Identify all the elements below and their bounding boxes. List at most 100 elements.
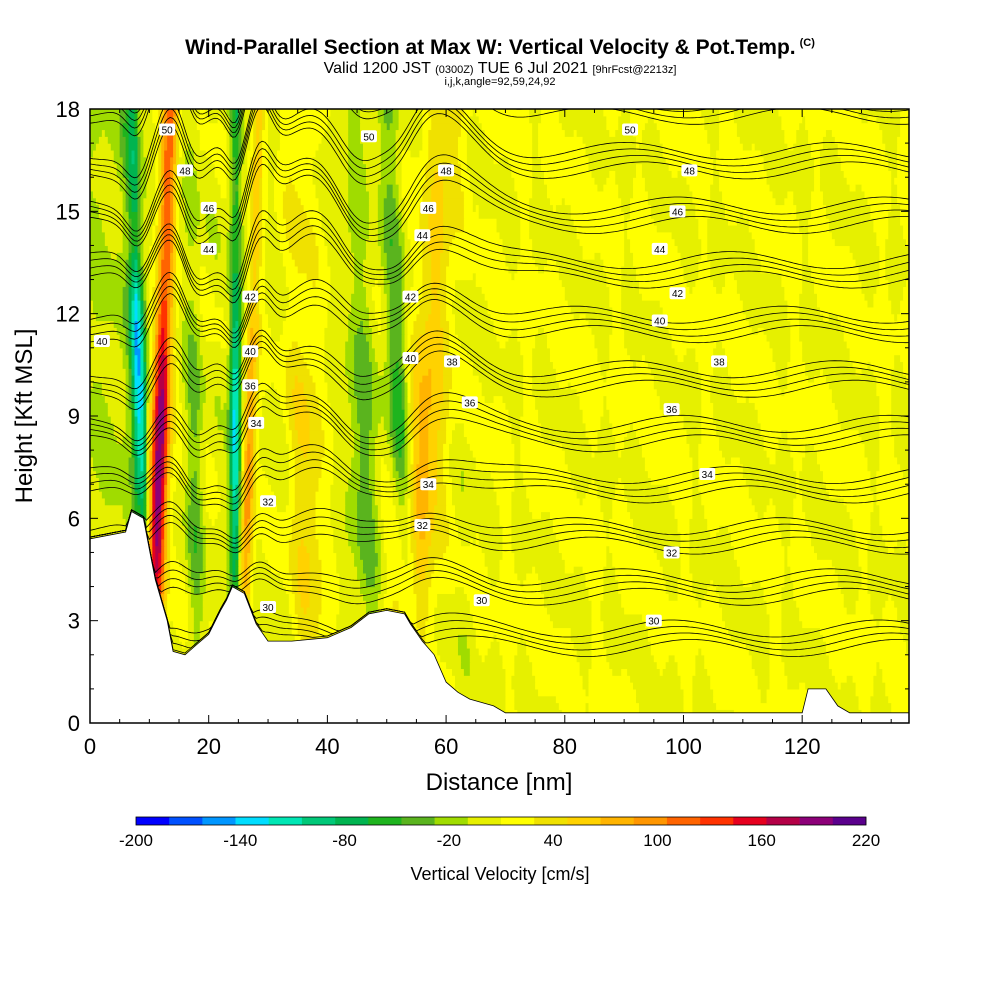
field-cell [187,375,201,383]
field-cell [90,279,127,287]
field-cell [220,340,228,349]
field-cell [638,538,682,547]
field-cell [407,525,412,533]
field-cell [143,484,147,492]
field-cell [164,197,171,206]
field-cell [155,525,159,533]
field-cell [419,218,429,226]
field-cell [164,395,168,403]
field-cell [176,252,183,260]
field-cell [739,566,785,574]
field-cell [351,470,361,478]
field-cell [532,661,581,670]
field-cell [446,416,510,424]
field-cell [781,593,794,601]
field-cell [134,300,139,308]
field-cell [247,572,251,581]
field-cell [122,361,130,369]
field-cell [680,559,691,567]
field-cell [113,422,127,431]
field-cell [811,695,860,704]
field-cell [365,238,379,247]
field-cell [576,388,658,397]
field-cell [152,456,156,465]
field-cell [199,586,207,594]
field-cell [745,395,750,403]
field-cell [357,402,373,410]
field-cell [90,313,97,322]
field-cell [867,552,909,560]
field-cell [374,436,388,444]
field-cell [790,327,800,335]
field-cell [802,620,877,629]
field-cell [187,538,195,547]
field-cell [161,354,165,363]
field-cell [606,654,655,663]
field-cell [814,286,863,294]
field-cell [526,484,575,492]
field-cell [268,477,290,485]
field-cell [229,245,234,253]
field-cell [179,634,189,642]
field-cell [511,675,536,683]
field-cell [158,525,162,533]
field-cell [158,531,162,540]
field-cell [520,450,566,458]
field-cell [621,600,699,608]
field-cell [392,497,400,506]
field-cell [253,436,257,444]
field-cell [790,443,806,451]
field-cell [184,586,192,594]
field-cell [330,279,355,287]
field-cell [843,600,857,608]
field-cell [454,586,465,594]
field-cell [514,552,563,560]
field-cell [624,238,631,247]
field-cell [244,286,248,294]
field-cell [730,634,771,642]
field-cell [92,381,103,390]
field-cell [155,361,159,369]
field-cell [247,443,251,451]
field-cell [208,279,228,287]
field-cell [603,265,622,274]
field-cell [520,634,524,642]
field-cell [146,463,150,472]
field-cell [745,477,797,485]
field-cell [627,668,661,676]
field-cell [158,265,162,274]
field-cell [606,279,622,287]
field-cell [392,368,400,376]
field-cell [674,511,693,519]
field-cell [873,497,877,506]
field-cell [579,238,625,247]
field-cell [187,463,201,472]
field-cell [134,347,142,356]
field-cell [146,313,150,322]
field-cell [544,593,590,601]
field-cell [606,559,613,567]
field-cell [603,634,649,642]
field-cell [90,293,124,301]
field-cell [158,402,165,410]
field-cell [410,395,415,403]
field-cell [799,682,806,690]
field-cell [327,395,349,403]
field-cell [98,477,130,485]
field-cell [422,252,432,260]
field-cell [876,661,880,670]
field-cell [707,245,756,253]
field-cell [392,456,397,465]
field-cell [354,559,364,567]
field-cell [241,552,245,560]
field-cell [446,422,456,431]
field-cell [621,279,640,287]
field-cell [781,627,821,635]
field-cell [229,463,234,472]
field-cell [232,252,239,260]
field-cell [787,190,794,199]
field-cell [161,388,165,397]
field-cell [288,293,331,301]
field-cell [404,429,409,438]
field-cell [888,695,909,704]
